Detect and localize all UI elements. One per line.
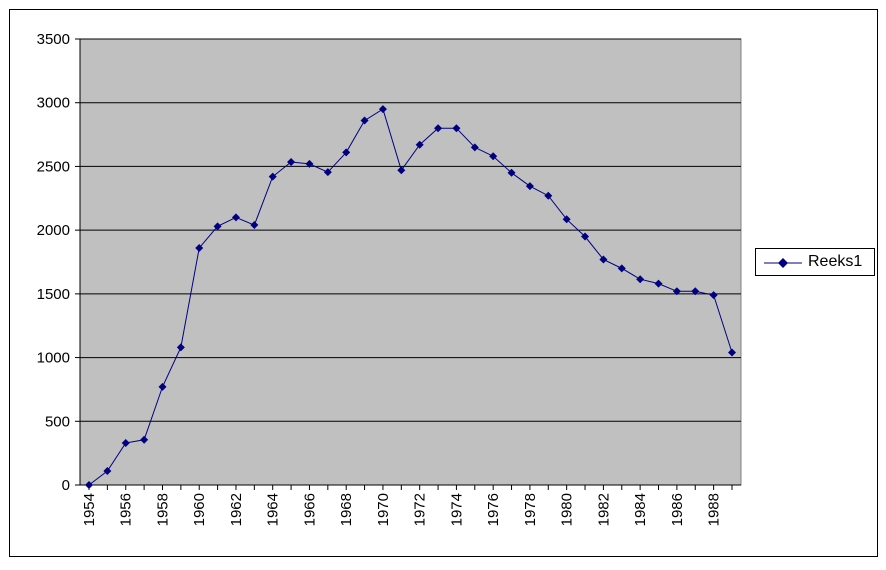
y-tick-labels: 0 500 1000 1500 2000 2500 3000 3500 — [37, 31, 70, 494]
x-tick-label: 1976 — [485, 493, 502, 526]
plot-area — [79, 38, 742, 486]
data-point — [250, 221, 259, 230]
x-tick-label: 1954 — [81, 493, 98, 526]
data-point — [85, 481, 93, 489]
data-point — [213, 222, 222, 231]
data-point — [176, 343, 185, 352]
data-point — [121, 438, 130, 447]
series-reeks1 — [85, 105, 736, 489]
data-point — [158, 382, 167, 391]
data-point — [489, 152, 498, 161]
data-point — [103, 466, 112, 475]
data-point — [470, 143, 479, 152]
x-tick-label: 1968 — [338, 493, 355, 526]
data-point — [507, 168, 516, 177]
x-tick-label: 1972 — [412, 493, 429, 526]
plot-background — [79, 38, 742, 486]
y-tick-label: 3000 — [37, 95, 70, 112]
x-tick-labels: 1954 1956 1958 1960 1962 1964 1966 1968 1970 1972… — [81, 493, 723, 526]
data-point — [397, 166, 406, 175]
legend-marker-icon — [764, 258, 802, 268]
y-tick-label: 1000 — [37, 350, 70, 367]
y-tick-label: 1500 — [37, 286, 70, 303]
data-point — [525, 182, 534, 191]
data-point — [709, 291, 718, 300]
data-point — [434, 124, 443, 133]
x-tick-label: 1962 — [228, 493, 245, 526]
data-point — [544, 191, 553, 200]
data-point — [728, 348, 736, 357]
x-tick-label: 1980 — [559, 493, 576, 526]
x-tick-label: 1978 — [522, 493, 539, 526]
x-tick-label: 1982 — [595, 493, 612, 526]
x-tick-label: 1988 — [706, 493, 723, 526]
x-tick-label: 1964 — [265, 493, 282, 526]
x-tick-label: 1960 — [191, 493, 208, 526]
y-tick-label: 500 — [45, 413, 70, 430]
axes — [79, 39, 741, 490]
x-tick-label: 1974 — [448, 493, 465, 526]
data-point — [378, 105, 387, 114]
data-point — [195, 243, 204, 252]
y-tick-label: 0 — [62, 477, 70, 494]
data-point — [599, 255, 608, 264]
x-tick-label: 1956 — [118, 493, 135, 526]
data-point — [323, 168, 332, 177]
y-tick-label: 2500 — [37, 158, 70, 175]
data-point — [654, 279, 663, 288]
data-point — [617, 264, 626, 273]
x-tick-label: 1958 — [154, 493, 171, 526]
data-point — [581, 232, 590, 241]
series-line — [88, 108, 733, 486]
legend-label: Reeks1 — [808, 253, 863, 270]
gridlines — [75, 38, 741, 486]
legend: Reeks1 — [755, 248, 875, 276]
data-point — [140, 435, 149, 444]
data-point — [305, 159, 314, 168]
x-tick-label: 1970 — [375, 493, 392, 526]
data-point — [231, 213, 240, 222]
y-tick-label: 2000 — [37, 222, 70, 239]
data-point — [672, 287, 681, 296]
data-point — [287, 157, 296, 166]
y-tick-label: 3500 — [37, 31, 70, 48]
data-point — [562, 215, 571, 224]
data-point — [268, 172, 277, 181]
data-point — [691, 287, 700, 296]
data-point — [342, 148, 351, 157]
data-point — [360, 116, 369, 125]
data-point — [452, 124, 461, 133]
x-tick-label: 1986 — [669, 493, 686, 526]
data-point — [636, 275, 645, 284]
x-tick-label: 1966 — [301, 493, 318, 526]
x-tick-label: 1984 — [632, 493, 649, 526]
data-point — [415, 140, 424, 149]
